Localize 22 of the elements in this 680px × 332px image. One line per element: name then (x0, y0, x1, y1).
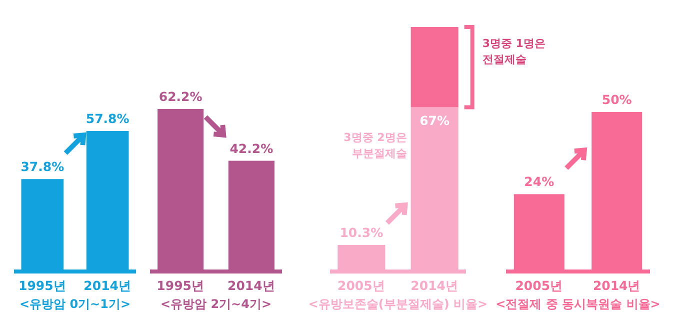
x-tick-label: 2014년 (410, 278, 458, 293)
x-tick-label: 2014년 (228, 278, 276, 293)
x-axis-title: <유방보존술(부분절제술) 비율> (308, 297, 488, 311)
data-label: 67% (420, 113, 450, 128)
x-tick-label: 2014년 (84, 278, 132, 293)
x-tick-label: 1995년 (18, 278, 66, 293)
text: 3명중 1명은 전절제술 (482, 37, 546, 66)
annotation: 3명중 2명은 부분절제술 (344, 131, 407, 160)
data-label: 42.2% (230, 140, 274, 156)
data-label: 24% (524, 174, 555, 190)
x-tick-label: 2005년 (338, 278, 386, 293)
x-axis-title: <전절제 중 동시복원술 비율> (496, 297, 660, 311)
x-axis-title: <유방암 0기~1기> (19, 297, 131, 311)
data-label: 62.2% (158, 89, 203, 104)
data-label: 10.3% (340, 224, 384, 240)
x-tick-label: 1995년 (156, 278, 204, 293)
x-tick-label: 2005년 (515, 278, 564, 293)
x-tick-label: 2014년 (592, 278, 641, 293)
data-label: 37.8% (20, 159, 65, 174)
x-axis-title: <유방암 2기~4기> (160, 297, 272, 311)
data-label: 57.8% (86, 111, 130, 126)
data-label: 50% (602, 92, 632, 107)
